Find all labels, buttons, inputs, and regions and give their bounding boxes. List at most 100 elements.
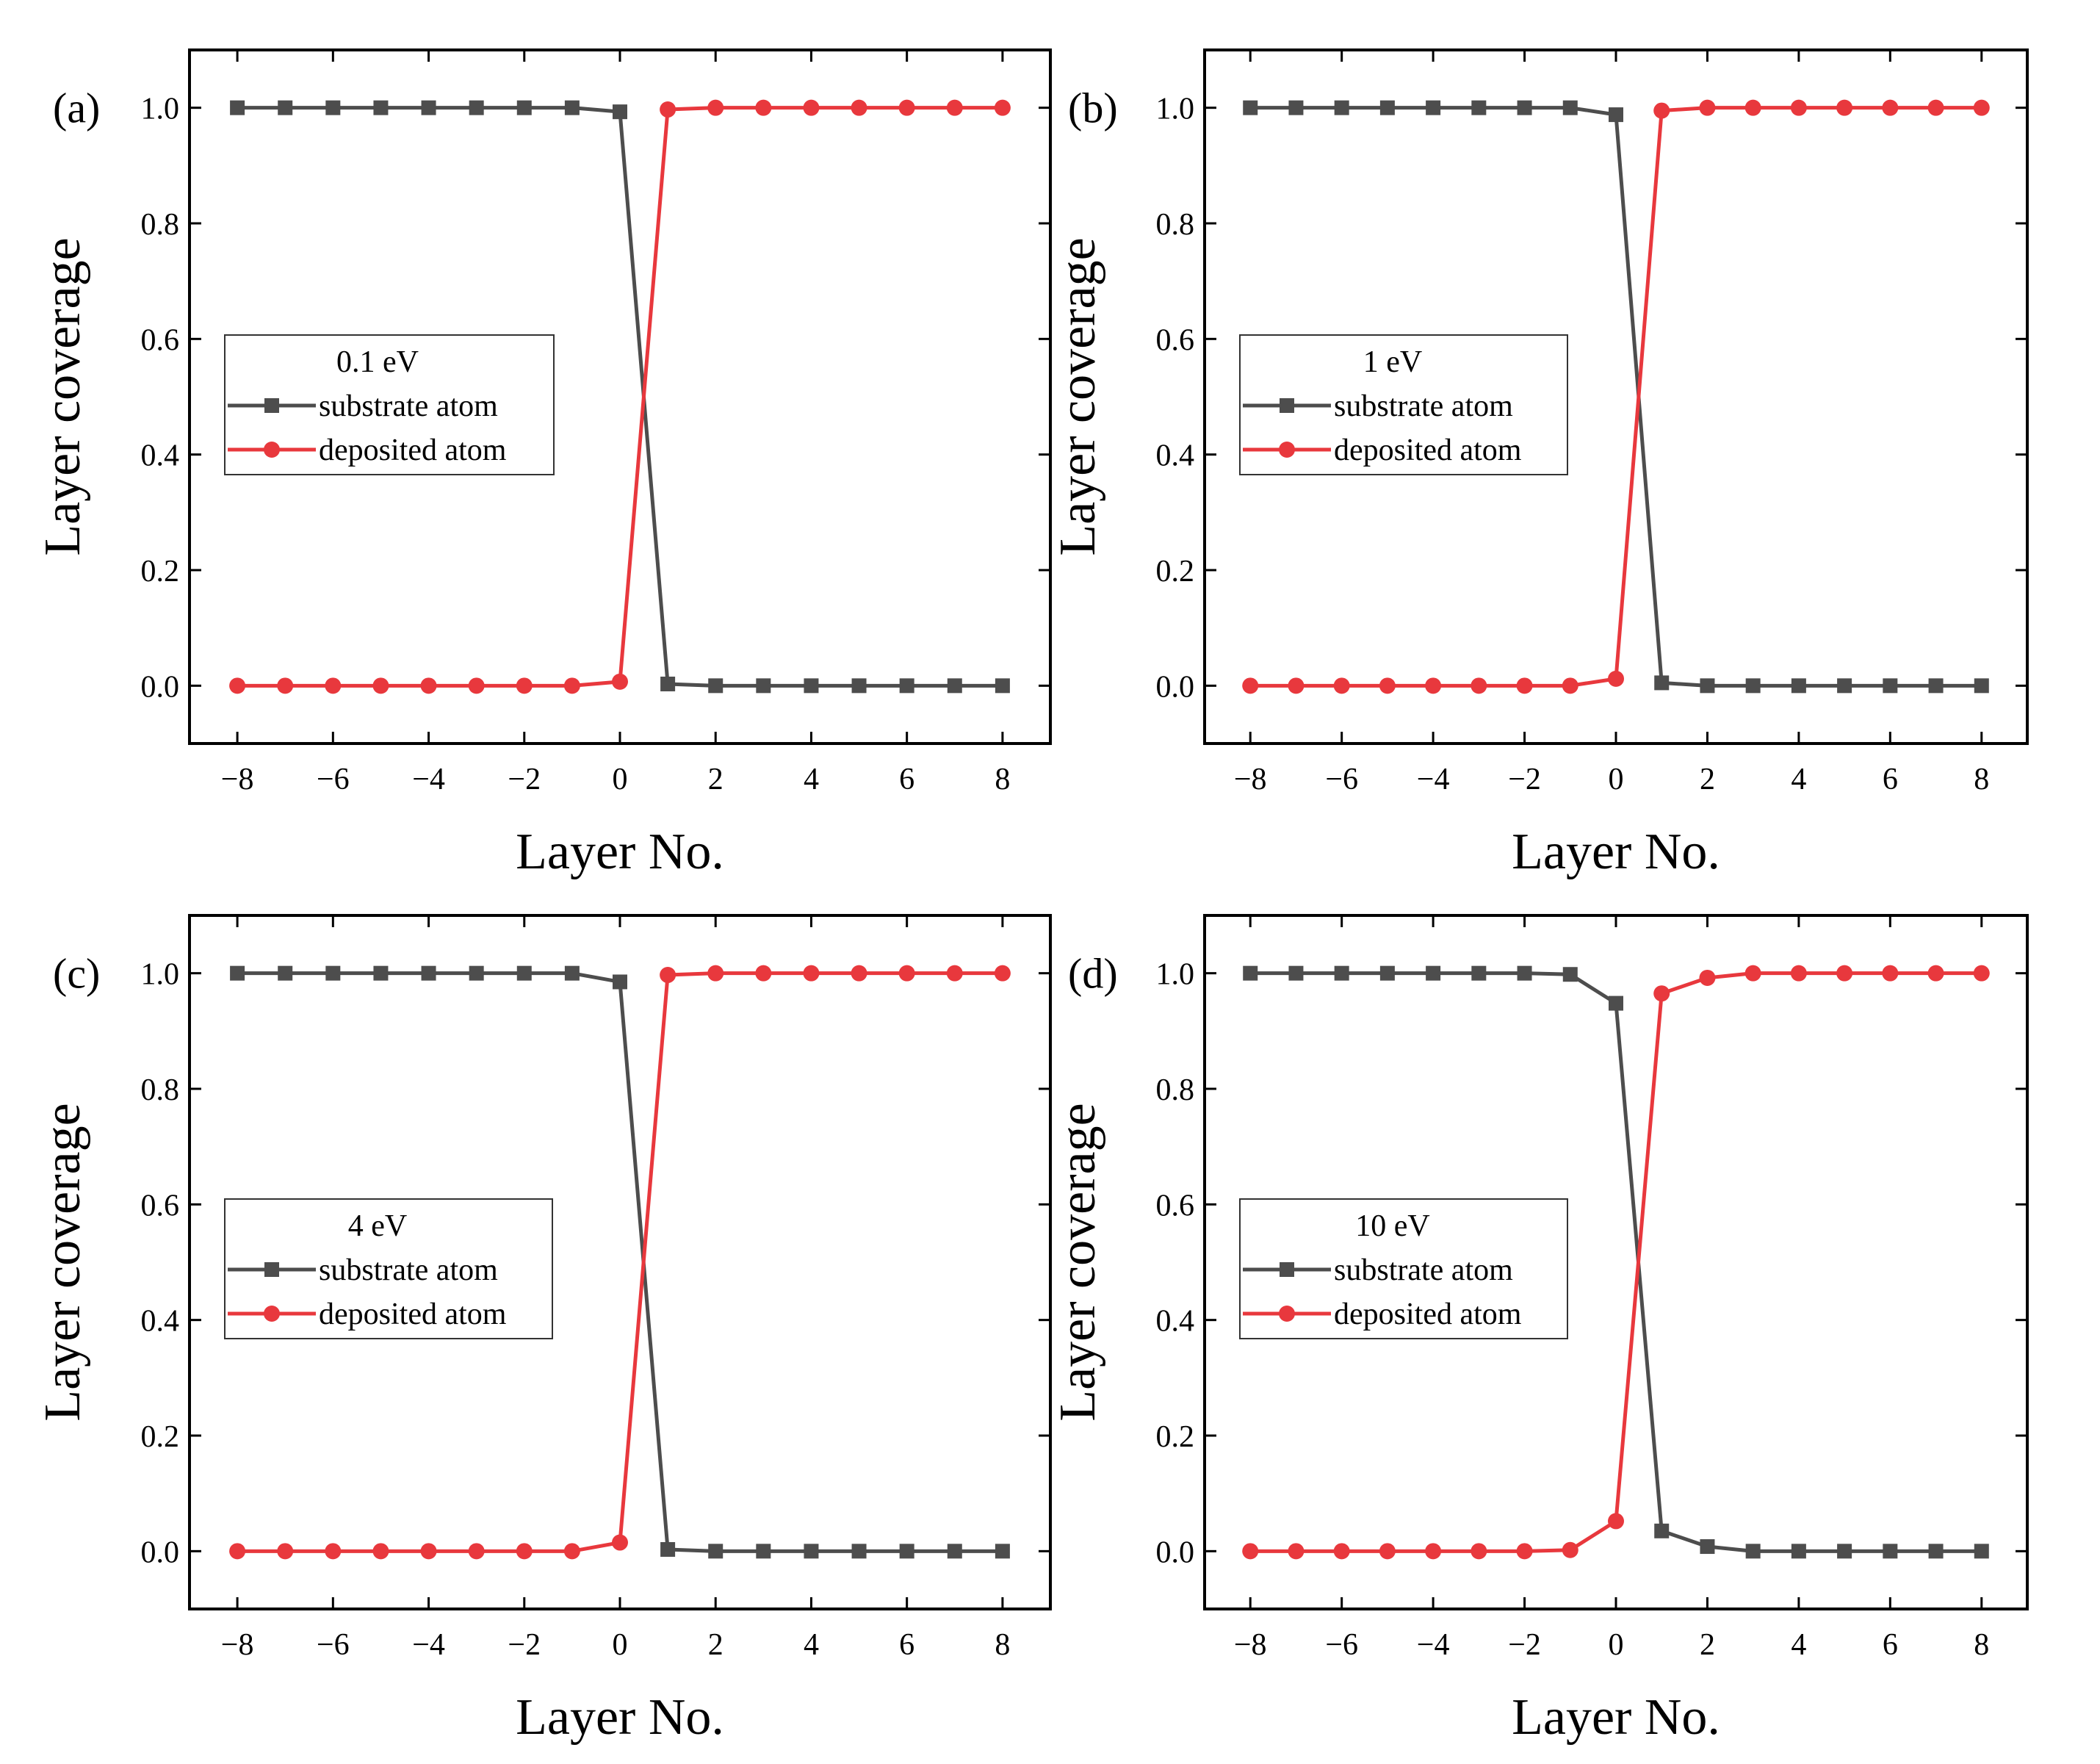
data-point-substrate-atom [1837, 678, 1852, 694]
x-tick-label: 0 [613, 1628, 628, 1662]
legend-marker-deposited-atom [264, 442, 280, 458]
legend-marker-substrate-atom [1280, 398, 1294, 413]
data-point-deposited-atom [1882, 99, 1899, 116]
data-point-deposited-atom [468, 1543, 485, 1560]
data-point-substrate-atom [469, 100, 484, 115]
data-point-substrate-atom [1288, 965, 1304, 981]
y-tick-label: 0.6 [141, 323, 180, 357]
data-point-deposited-atom [612, 673, 628, 690]
data-point-deposited-atom [1288, 1543, 1305, 1560]
legend-label-deposited-atom: deposited atom [1334, 1297, 1522, 1331]
data-point-substrate-atom [230, 100, 245, 115]
data-point-deposited-atom [898, 99, 915, 116]
panel-c: −8 −6 −4 −2 0 2 4 6 8 0.0 0.2 0.4 0.6 0.8 1.0 Layer No.… [35, 914, 1052, 1746]
x-axis-title: Layer No. [516, 1689, 724, 1746]
data-point-deposited-atom [1608, 1513, 1624, 1530]
x-tick-label: 4 [804, 1628, 819, 1662]
data-point-substrate-atom [1700, 1539, 1715, 1555]
x-tick-label: −2 [1508, 763, 1541, 796]
data-point-substrate-atom [851, 678, 867, 694]
data-point-deposited-atom [1699, 99, 1716, 116]
data-point-substrate-atom [708, 678, 724, 694]
data-point-deposited-atom [420, 677, 437, 694]
data-point-deposited-atom [516, 1543, 533, 1560]
x-tick-label: 0 [1609, 1628, 1624, 1662]
x-tick-label: 6 [899, 763, 914, 796]
legend-marker-deposited-atom [264, 1306, 280, 1322]
data-point-deposited-atom [707, 99, 724, 116]
data-point-substrate-atom [899, 1544, 914, 1559]
data-point-deposited-atom [1927, 99, 1944, 116]
data-point-deposited-atom [420, 1543, 437, 1560]
data-point-deposited-atom [325, 1543, 342, 1560]
data-point-substrate-atom [1334, 100, 1349, 115]
legend-title: 1 eV [1363, 345, 1422, 379]
y-tick-label: 1.0 [141, 93, 180, 126]
data-point-deposited-atom [229, 1543, 246, 1560]
x-tick-label: −4 [1417, 763, 1450, 796]
legend-label-substrate-atom: substrate atom [319, 389, 498, 423]
x-tick-label: 2 [1700, 1628, 1715, 1662]
data-point-deposited-atom [755, 99, 772, 116]
data-point-deposited-atom [1790, 99, 1807, 116]
y-axis-title: Layer coverage [35, 237, 91, 555]
data-point-substrate-atom [1974, 1544, 1989, 1559]
data-point-deposited-atom [516, 677, 533, 694]
data-point-substrate-atom [1883, 1544, 1898, 1559]
x-tick-label: −4 [1417, 1628, 1450, 1662]
data-point-deposited-atom [946, 965, 963, 982]
legend-label-deposited-atom: deposited atom [319, 1297, 507, 1331]
data-point-deposited-atom [372, 677, 389, 694]
legend-marker-deposited-atom [1279, 442, 1295, 458]
data-point-substrate-atom [1517, 965, 1532, 981]
data-point-deposited-atom [1836, 99, 1853, 116]
data-point-deposited-atom [1471, 677, 1487, 694]
data-point-deposited-atom [1379, 677, 1396, 694]
legend-marker-substrate-atom [1280, 1262, 1294, 1277]
data-point-deposited-atom [1516, 677, 1533, 694]
data-point-substrate-atom [1745, 1544, 1761, 1559]
x-tick-label: −2 [1508, 1628, 1541, 1662]
legend: 1 eV substrate atom deposited atom [1239, 334, 1568, 475]
x-tick-label: 4 [804, 763, 819, 796]
data-point-substrate-atom [995, 678, 1010, 694]
data-point-deposited-atom [1608, 670, 1624, 687]
x-tick-label: 8 [995, 763, 1010, 796]
data-point-substrate-atom [1562, 100, 1578, 115]
data-point-substrate-atom [421, 100, 436, 115]
x-tick-label: −2 [508, 1628, 541, 1662]
legend-title: 0.1 eV [336, 345, 419, 379]
data-point-substrate-atom [947, 1544, 962, 1559]
x-tick-label: 8 [995, 1628, 1010, 1662]
data-point-deposited-atom [1744, 965, 1761, 982]
data-point-substrate-atom [1745, 678, 1761, 694]
data-point-deposited-atom [1288, 677, 1305, 694]
data-point-deposited-atom [372, 1543, 389, 1560]
data-point-substrate-atom [1334, 965, 1349, 981]
y-tick-label: 0.8 [141, 1073, 180, 1107]
data-point-substrate-atom [1791, 678, 1806, 694]
data-point-substrate-atom [1928, 1544, 1944, 1559]
data-point-substrate-atom [278, 965, 293, 981]
data-point-deposited-atom [1653, 985, 1670, 1002]
legend-label-deposited-atom: deposited atom [1334, 433, 1522, 467]
x-tick-label: −8 [1234, 763, 1267, 796]
y-tick-label: 1.0 [1156, 958, 1195, 992]
panel-tag: (a) [53, 84, 100, 132]
data-point-substrate-atom [756, 1544, 771, 1559]
x-tick-label: −6 [1325, 763, 1358, 796]
y-tick-label: 0.2 [141, 1420, 180, 1454]
y-tick-label: 0.4 [1156, 439, 1195, 473]
data-point-deposited-atom [851, 99, 867, 116]
data-point-substrate-atom [660, 1541, 676, 1557]
data-point-substrate-atom [278, 100, 293, 115]
data-point-deposited-atom [1973, 99, 1990, 116]
y-tick-label: 1.0 [141, 958, 180, 992]
data-point-substrate-atom [804, 1544, 819, 1559]
data-point-deposited-atom [1927, 965, 1944, 982]
legend-marker-substrate-atom [264, 398, 279, 413]
x-tick-label: 2 [708, 763, 724, 796]
data-point-deposited-atom [898, 965, 915, 982]
panel-tag: (c) [53, 950, 100, 998]
data-point-substrate-atom [1471, 965, 1487, 981]
